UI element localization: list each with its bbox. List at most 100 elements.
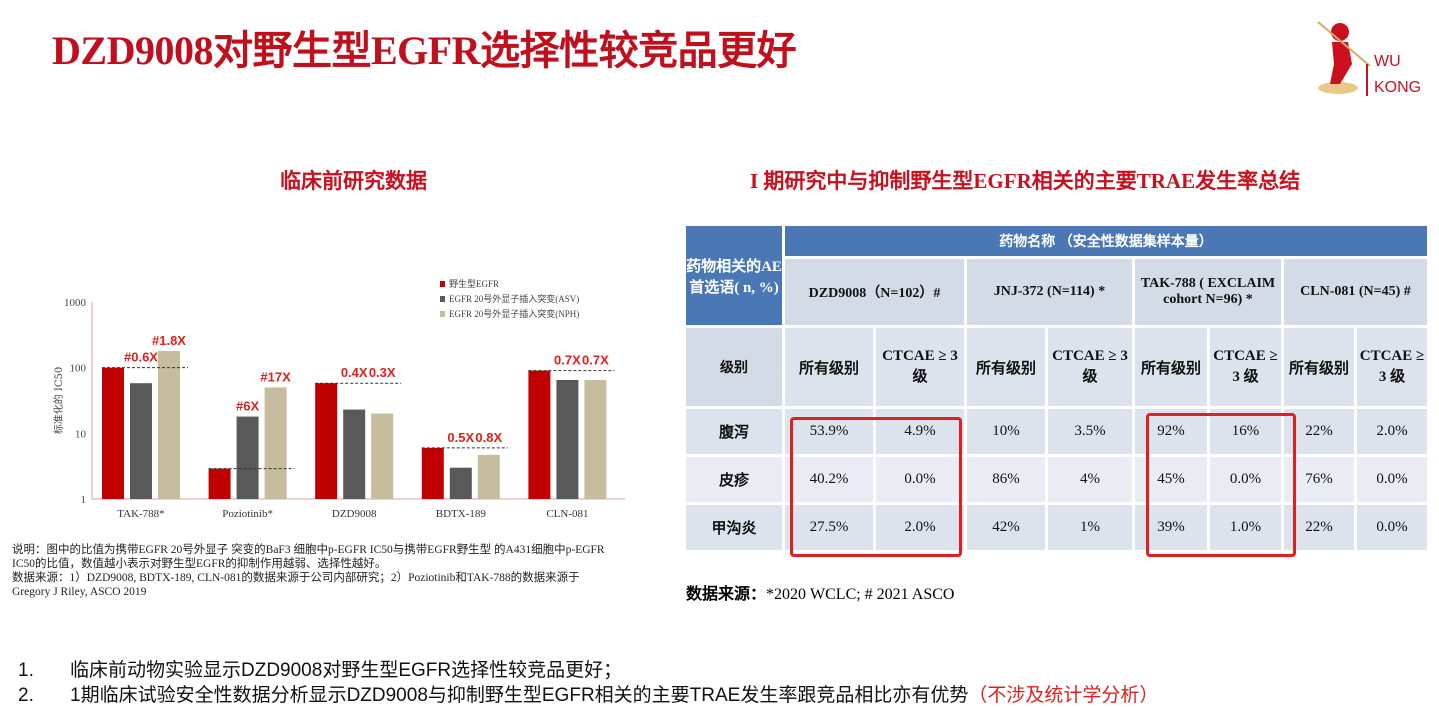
legend-label: EGFR 20号外显子插入突变(ASV) — [449, 293, 579, 304]
item-highlight: （不涉及统计学分析） — [968, 685, 1159, 706]
rate-cell: 1.0% — [1210, 505, 1281, 550]
grade-header: 所有级别 — [967, 328, 1045, 406]
trae-table: 药物相关的AE首选语( n, %) 药物名称 （安全性数据集样本量） DZD90… — [683, 223, 1430, 553]
bar — [102, 367, 124, 499]
source-label: 数据来源： — [686, 586, 767, 603]
note-line: 数据来源：1）DZD9008, BDTX-189, CLN-081的数据来源于公… — [12, 572, 580, 584]
drug-header: CLN-081 (N=45) # — [1284, 259, 1427, 325]
conclusion-item: 1. 临床前动物实验显示DZD9008对野生型EGFR选择性较竞品更好； — [18, 655, 622, 682]
grade-header: 所有级别 — [785, 328, 873, 406]
x-tick-label: Poziotinib* — [222, 508, 273, 520]
bar — [421, 447, 444, 499]
legend-swatch — [440, 311, 445, 317]
item-text: 1期临床试验安全性数据分析显示DZD9008与抑制野生型EGFR相关的主要TRA… — [70, 685, 969, 706]
grade-header: 所有级别 — [1284, 328, 1354, 406]
source-text: *2020 WCLC; # 2021 ASCO — [766, 586, 955, 603]
chart-notes: 说明：图中的比值为携带EGFR 20号外显子 突变的BaF3 细胞中p-EGFR… — [12, 543, 605, 599]
drug-header: JNJ-372 (N=114) * — [967, 259, 1132, 325]
bar — [556, 379, 579, 499]
y-tick-label: 100 — [70, 363, 87, 375]
rate-cell: 0.0% — [1357, 505, 1427, 550]
bar — [477, 454, 500, 499]
bar — [236, 416, 259, 499]
bar — [343, 409, 366, 499]
data-label: 0.7X — [582, 353, 609, 368]
monkey-logo-icon: WU KONG — [1317, 21, 1421, 96]
data-label: 0.7X — [554, 353, 581, 368]
rate-cell: 0.0% — [1210, 457, 1281, 502]
item-text: 临床前动物实验显示DZD9008对野生型EGFR选择性较竞品更好； — [70, 660, 623, 681]
y-axis-label: 标准化的 IC50 — [52, 367, 65, 435]
data-label: 0.4X — [341, 365, 368, 380]
bar — [315, 383, 338, 499]
item-number: 1. — [18, 660, 34, 681]
x-tick-label: DZD9008 — [332, 508, 377, 520]
legend-label: 野生型EGFR — [449, 278, 499, 289]
ae-label: 甲沟炎 — [686, 505, 782, 550]
drug-header: TAK-788 ( EXCLAIM cohort N=96) * — [1135, 259, 1281, 325]
note-line: 说明：图中的比值为携带EGFR 20号外显子 突变的BaF3 细胞中p-EGFR… — [12, 544, 605, 556]
rate-cell: 86% — [967, 457, 1045, 502]
grade-header: CTCAE ≥ 3 级 — [1048, 328, 1132, 406]
preclinical-subtitle: 临床前研究数据 — [280, 169, 427, 193]
data-label: #1.8X — [152, 333, 186, 348]
grade-header: 所有级别 — [1135, 328, 1207, 406]
rate-cell: 0.0% — [1357, 457, 1427, 502]
conclusion-item: 2. 1期临床试验安全性数据分析显示DZD9008与抑制野生型EGFR相关的主要T… — [18, 680, 1158, 707]
x-tick-label: TAK-788* — [117, 508, 164, 520]
bar — [158, 350, 180, 499]
data-label: 0.3X — [369, 365, 396, 380]
rate-cell: 2.0% — [876, 505, 964, 550]
item-number: 2. — [18, 685, 34, 706]
rate-cell: 27.5% — [785, 505, 873, 550]
drug-header: DZD9008（N=102）# — [785, 259, 964, 325]
page-title: DZD9008对野生型EGFR选择性较竞品更好 — [52, 28, 797, 73]
bar — [584, 379, 607, 499]
x-tick-label: CLN-081 — [546, 508, 588, 520]
note-line: Gregory J Riley, ASCO 2019 — [12, 586, 147, 598]
bar — [371, 413, 394, 499]
data-label: #0.6X — [124, 350, 158, 365]
bar — [208, 468, 231, 499]
highlight-box-dzd9008 — [790, 417, 962, 557]
bar — [264, 387, 287, 499]
rate-cell: 0.0% — [876, 457, 964, 502]
corner-header: 药物相关的AE首选语( n, %) — [686, 226, 782, 325]
note-line: IC50的比值，数值越小表示对野生型EGFR的抑制作用越弱、选择性越好。 — [12, 558, 387, 570]
grade-label: 级别 — [686, 328, 782, 406]
rate-cell: 16% — [1210, 409, 1281, 454]
grade-header: CTCAE ≥ 3 级 — [1210, 328, 1281, 406]
grade-header: CTCAE ≥ 3 级 — [1357, 328, 1427, 406]
highlight-box-tak788 — [1146, 413, 1296, 557]
data-label: #17X — [260, 369, 291, 384]
table-row: 腹泻 53.9% 4.9% 10% 3.5% 92% 16% 22% 2.0% — [686, 409, 1427, 454]
y-tick-label: 1000 — [64, 297, 87, 309]
x-tick-label: BDTX-189 — [436, 508, 487, 520]
data-source: 数据来源：*2020 WCLC; # 2021 ASCO — [686, 580, 954, 604]
rate-cell: 4.9% — [876, 409, 964, 454]
data-label: 0.8X — [475, 430, 502, 445]
rate-cell: 10% — [967, 409, 1045, 454]
group-header: 药物名称 （安全性数据集样本量） — [785, 226, 1427, 256]
rate-cell: 53.9% — [785, 409, 873, 454]
rate-cell: 4% — [1048, 457, 1132, 502]
legend-swatch — [440, 296, 445, 302]
legend-swatch — [440, 281, 445, 287]
clinical-subtitle: I 期研究中与抑制野生型EGFR相关的主要TRAE发生率总结 — [750, 169, 1301, 193]
legend-label: EGFR 20号外显子插入突变(NPH) — [449, 308, 579, 319]
y-tick-label: 10 — [75, 428, 87, 440]
rate-cell: 42% — [967, 505, 1045, 550]
bar — [130, 383, 152, 499]
logo-text-kong: KONG — [1374, 79, 1421, 96]
logo-text-wu: WU — [1374, 53, 1401, 70]
data-label: 0.5X — [447, 430, 474, 445]
bar — [449, 467, 472, 499]
ic50-bar-chart: 1 10 100 1000 标准化的 IC50 TAK-788* Poziotinib* DZ… — [52, 278, 625, 520]
rate-cell: 1% — [1048, 505, 1132, 550]
wukong-logo: WU KONG — [1310, 4, 1435, 99]
bar — [528, 370, 551, 499]
ae-label: 腹泻 — [686, 409, 782, 454]
y-tick-label: 1 — [81, 494, 87, 506]
rate-cell: 40.2% — [785, 457, 873, 502]
data-label: #6X — [236, 399, 259, 414]
